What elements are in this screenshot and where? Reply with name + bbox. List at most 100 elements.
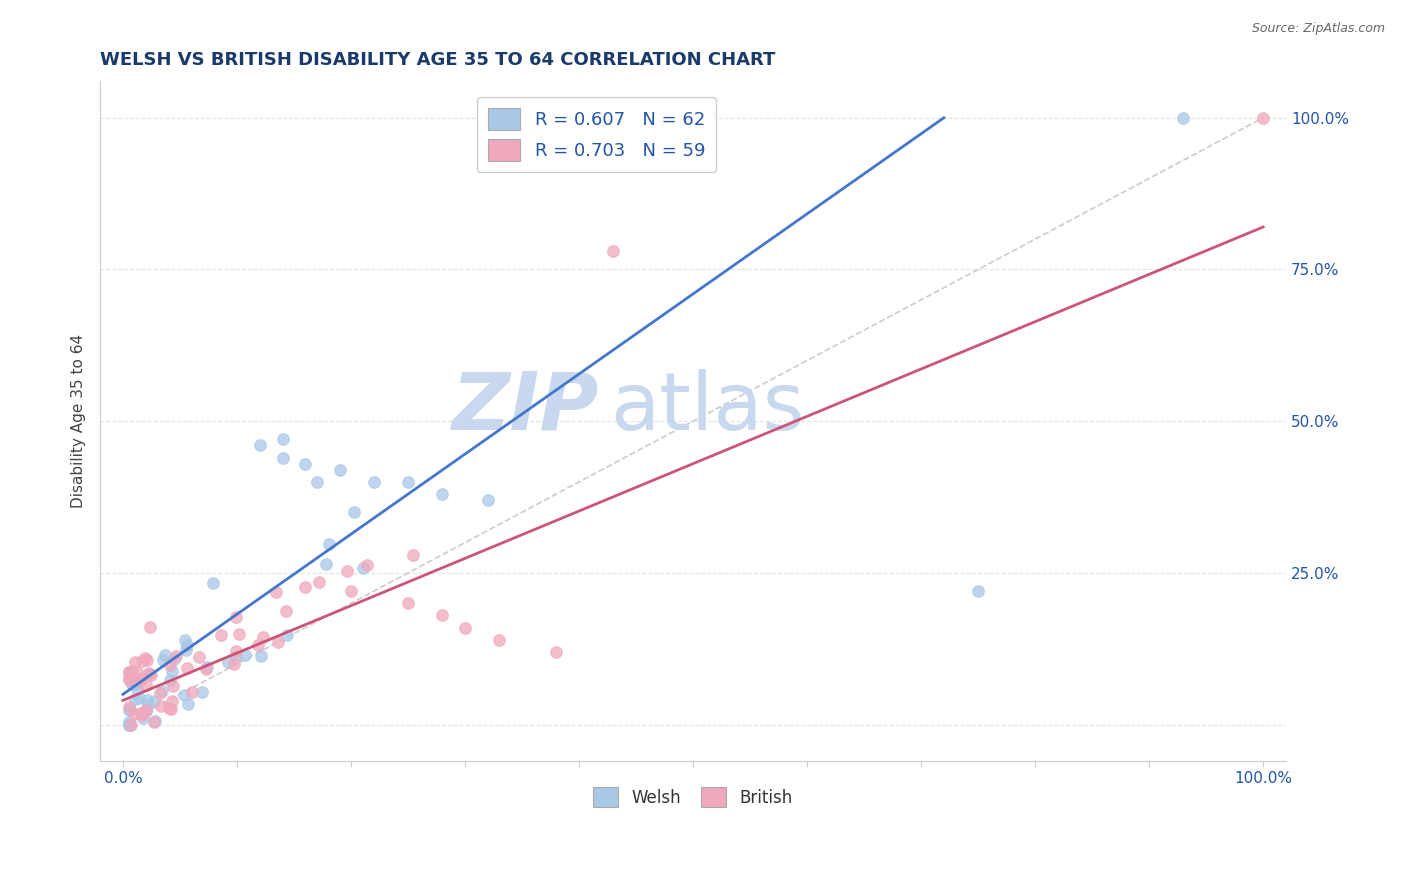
Point (117, 700, 139, 714)
Point (602, 244, 624, 259)
Point (117, 717, 139, 731)
Point (128, 690, 150, 705)
Point (225, 649, 247, 664)
Point (191, 685, 214, 699)
Point (131, 708, 153, 723)
Point (294, 457, 316, 471)
Point (135, 704, 157, 718)
Point (267, 634, 290, 648)
Point (209, 628, 232, 642)
Point (308, 574, 330, 589)
Point (195, 660, 218, 674)
Point (195, 662, 218, 676)
Point (117, 670, 139, 684)
Point (139, 668, 162, 682)
Point (228, 627, 250, 641)
Point (225, 644, 247, 658)
Point (117, 717, 139, 731)
Point (1251, 111, 1274, 125)
Point (162, 664, 184, 678)
Point (271, 433, 294, 447)
Point (249, 438, 271, 452)
Point (264, 585, 287, 599)
Point (125, 681, 148, 696)
Point (176, 698, 198, 712)
Y-axis label: Disability Age 35 to 64: Disability Age 35 to 64 (72, 334, 86, 508)
Point (477, 493, 499, 508)
Point (138, 620, 160, 634)
Point (165, 648, 187, 663)
Point (224, 657, 246, 671)
Point (129, 673, 152, 687)
Point (159, 657, 181, 672)
Text: Source: ZipAtlas.com: Source: ZipAtlas.com (1251, 22, 1385, 36)
Point (432, 608, 454, 623)
Point (294, 580, 316, 594)
Point (138, 666, 160, 681)
Point (124, 676, 146, 690)
Point (136, 653, 159, 667)
Point (157, 700, 180, 714)
Point (153, 648, 176, 662)
Point (149, 686, 172, 700)
Point (252, 630, 274, 644)
Point (163, 652, 186, 666)
Point (454, 621, 477, 635)
Point (132, 706, 155, 720)
Point (117, 703, 139, 717)
Point (124, 655, 146, 669)
Point (117, 714, 139, 729)
Point (135, 678, 157, 692)
Point (217, 655, 239, 669)
Point (176, 661, 198, 675)
Point (121, 665, 143, 679)
Point (202, 575, 225, 590)
Point (233, 648, 256, 663)
Point (488, 632, 510, 647)
Point (356, 558, 378, 572)
Point (276, 628, 298, 642)
Point (246, 639, 269, 653)
Text: ZIP: ZIP (451, 368, 598, 447)
Point (159, 673, 181, 687)
Point (124, 692, 146, 706)
Point (176, 638, 198, 652)
Point (363, 475, 385, 489)
Point (276, 604, 298, 618)
Point (143, 714, 166, 728)
Point (225, 610, 247, 624)
Point (122, 706, 145, 721)
Point (131, 654, 153, 668)
Point (129, 673, 152, 687)
Point (136, 698, 159, 712)
Point (336, 564, 359, 578)
Point (122, 672, 145, 686)
Point (329, 463, 352, 477)
Point (271, 450, 294, 465)
Point (118, 702, 141, 716)
Point (160, 693, 183, 707)
Point (125, 677, 148, 691)
Point (396, 596, 419, 610)
Point (305, 475, 328, 489)
Text: WELSH VS BRITISH DISABILITY AGE 35 TO 64 CORRELATION CHART: WELSH VS BRITISH DISABILITY AGE 35 TO 64… (100, 51, 776, 69)
Point (510, 111, 533, 125)
Point (546, 645, 568, 659)
Point (342, 505, 364, 519)
Point (402, 548, 425, 562)
Point (188, 649, 211, 664)
Point (134, 651, 156, 665)
Point (180, 685, 202, 699)
Point (127, 674, 149, 689)
Point (125, 674, 148, 689)
Point (249, 648, 271, 663)
Text: atlas: atlas (610, 368, 804, 447)
Point (117, 665, 139, 680)
Point (432, 487, 454, 501)
Point (396, 475, 419, 489)
Point (159, 702, 181, 716)
Point (162, 680, 184, 694)
Point (131, 706, 153, 721)
Point (143, 694, 166, 708)
Point (132, 710, 155, 724)
